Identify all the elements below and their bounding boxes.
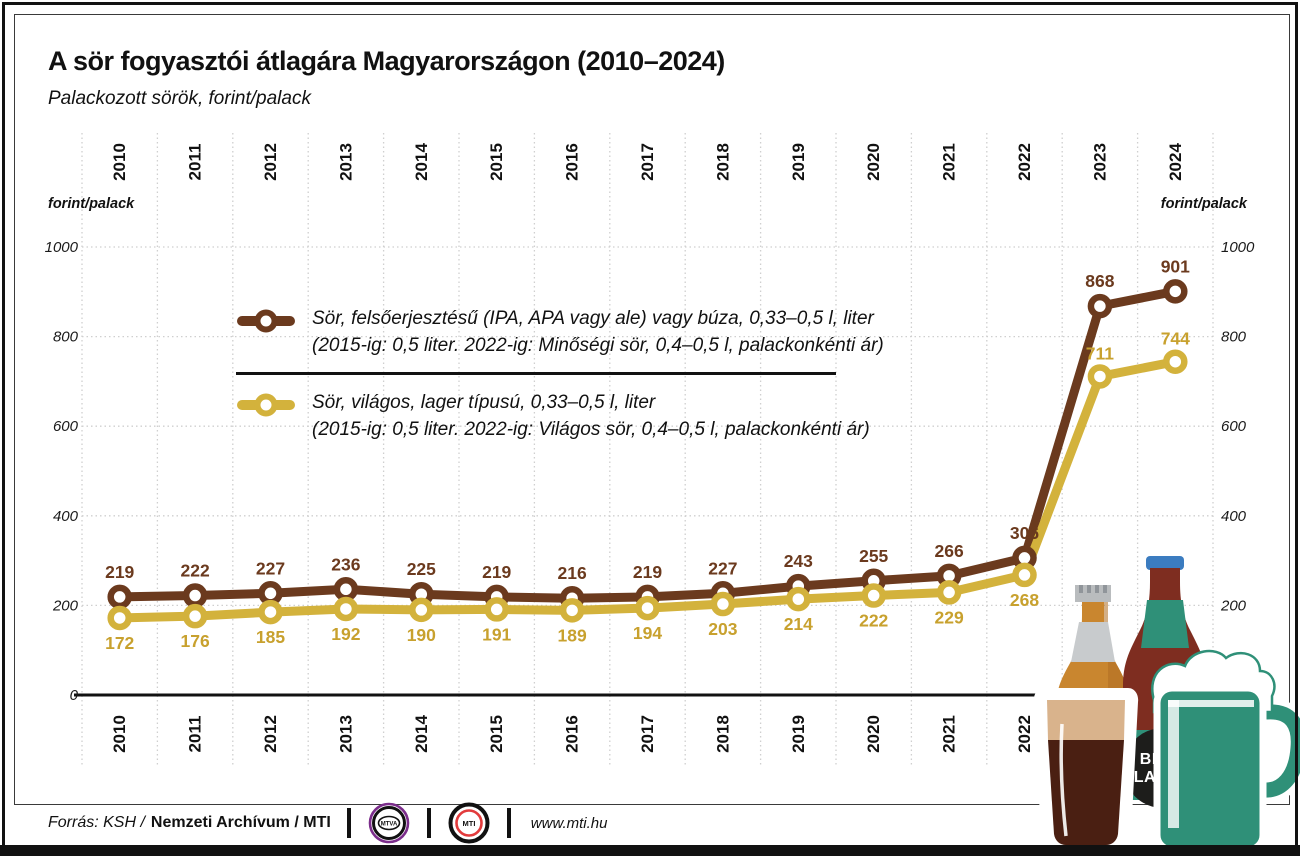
legend: Sör, felsőerjesztésű (IPA, APA vagy ale)… xyxy=(236,305,884,443)
legend-separator xyxy=(236,372,836,375)
legend-note: (2015-ig: 0,5 liter. 2022-ig: Minőségi s… xyxy=(312,335,884,356)
legend-label: Sör, világos, lager típusú, 0,33–0,5 l, … xyxy=(312,392,656,413)
divider-bar xyxy=(506,808,511,838)
mtva-logo: MTVA xyxy=(368,802,410,844)
page-title: A sör fogyasztói átlagára Magyarországon… xyxy=(48,46,725,76)
website-url: www.mti.hu xyxy=(530,814,608,832)
legend-item-lager: Sör, világos, lager típusú, 0,33–0,5 l, … xyxy=(236,389,884,443)
legend-label: Sör, felsőerjesztésű (IPA, APA vagy ale)… xyxy=(312,308,874,329)
mtva-logo-text: MTVA xyxy=(381,822,398,828)
line-marker-icon xyxy=(237,393,295,417)
mti-logo-text: MTI xyxy=(462,819,475,828)
legend-note: (2015-ig: 0,5 liter. 2022-ig: Világos sö… xyxy=(312,419,870,440)
divider-bar xyxy=(426,808,431,838)
divider-bar xyxy=(346,808,351,838)
bottom-black-bar xyxy=(0,845,1300,856)
source-text: Forrás: KSH / xyxy=(48,814,145,831)
legend-item-ale: Sör, felsőerjesztésű (IPA, APA vagy ale)… xyxy=(236,305,884,359)
line-marker-icon xyxy=(237,309,295,333)
mti-logo: MTI xyxy=(448,802,490,844)
source-footer: Forrás: KSH / Nemzeti Archívum / MTI MTV… xyxy=(48,802,607,844)
source-text-bold: Nemzeti Archívum / MTI xyxy=(150,814,331,831)
page-subtitle: Palackozott sörök, forint/palack xyxy=(48,88,311,109)
